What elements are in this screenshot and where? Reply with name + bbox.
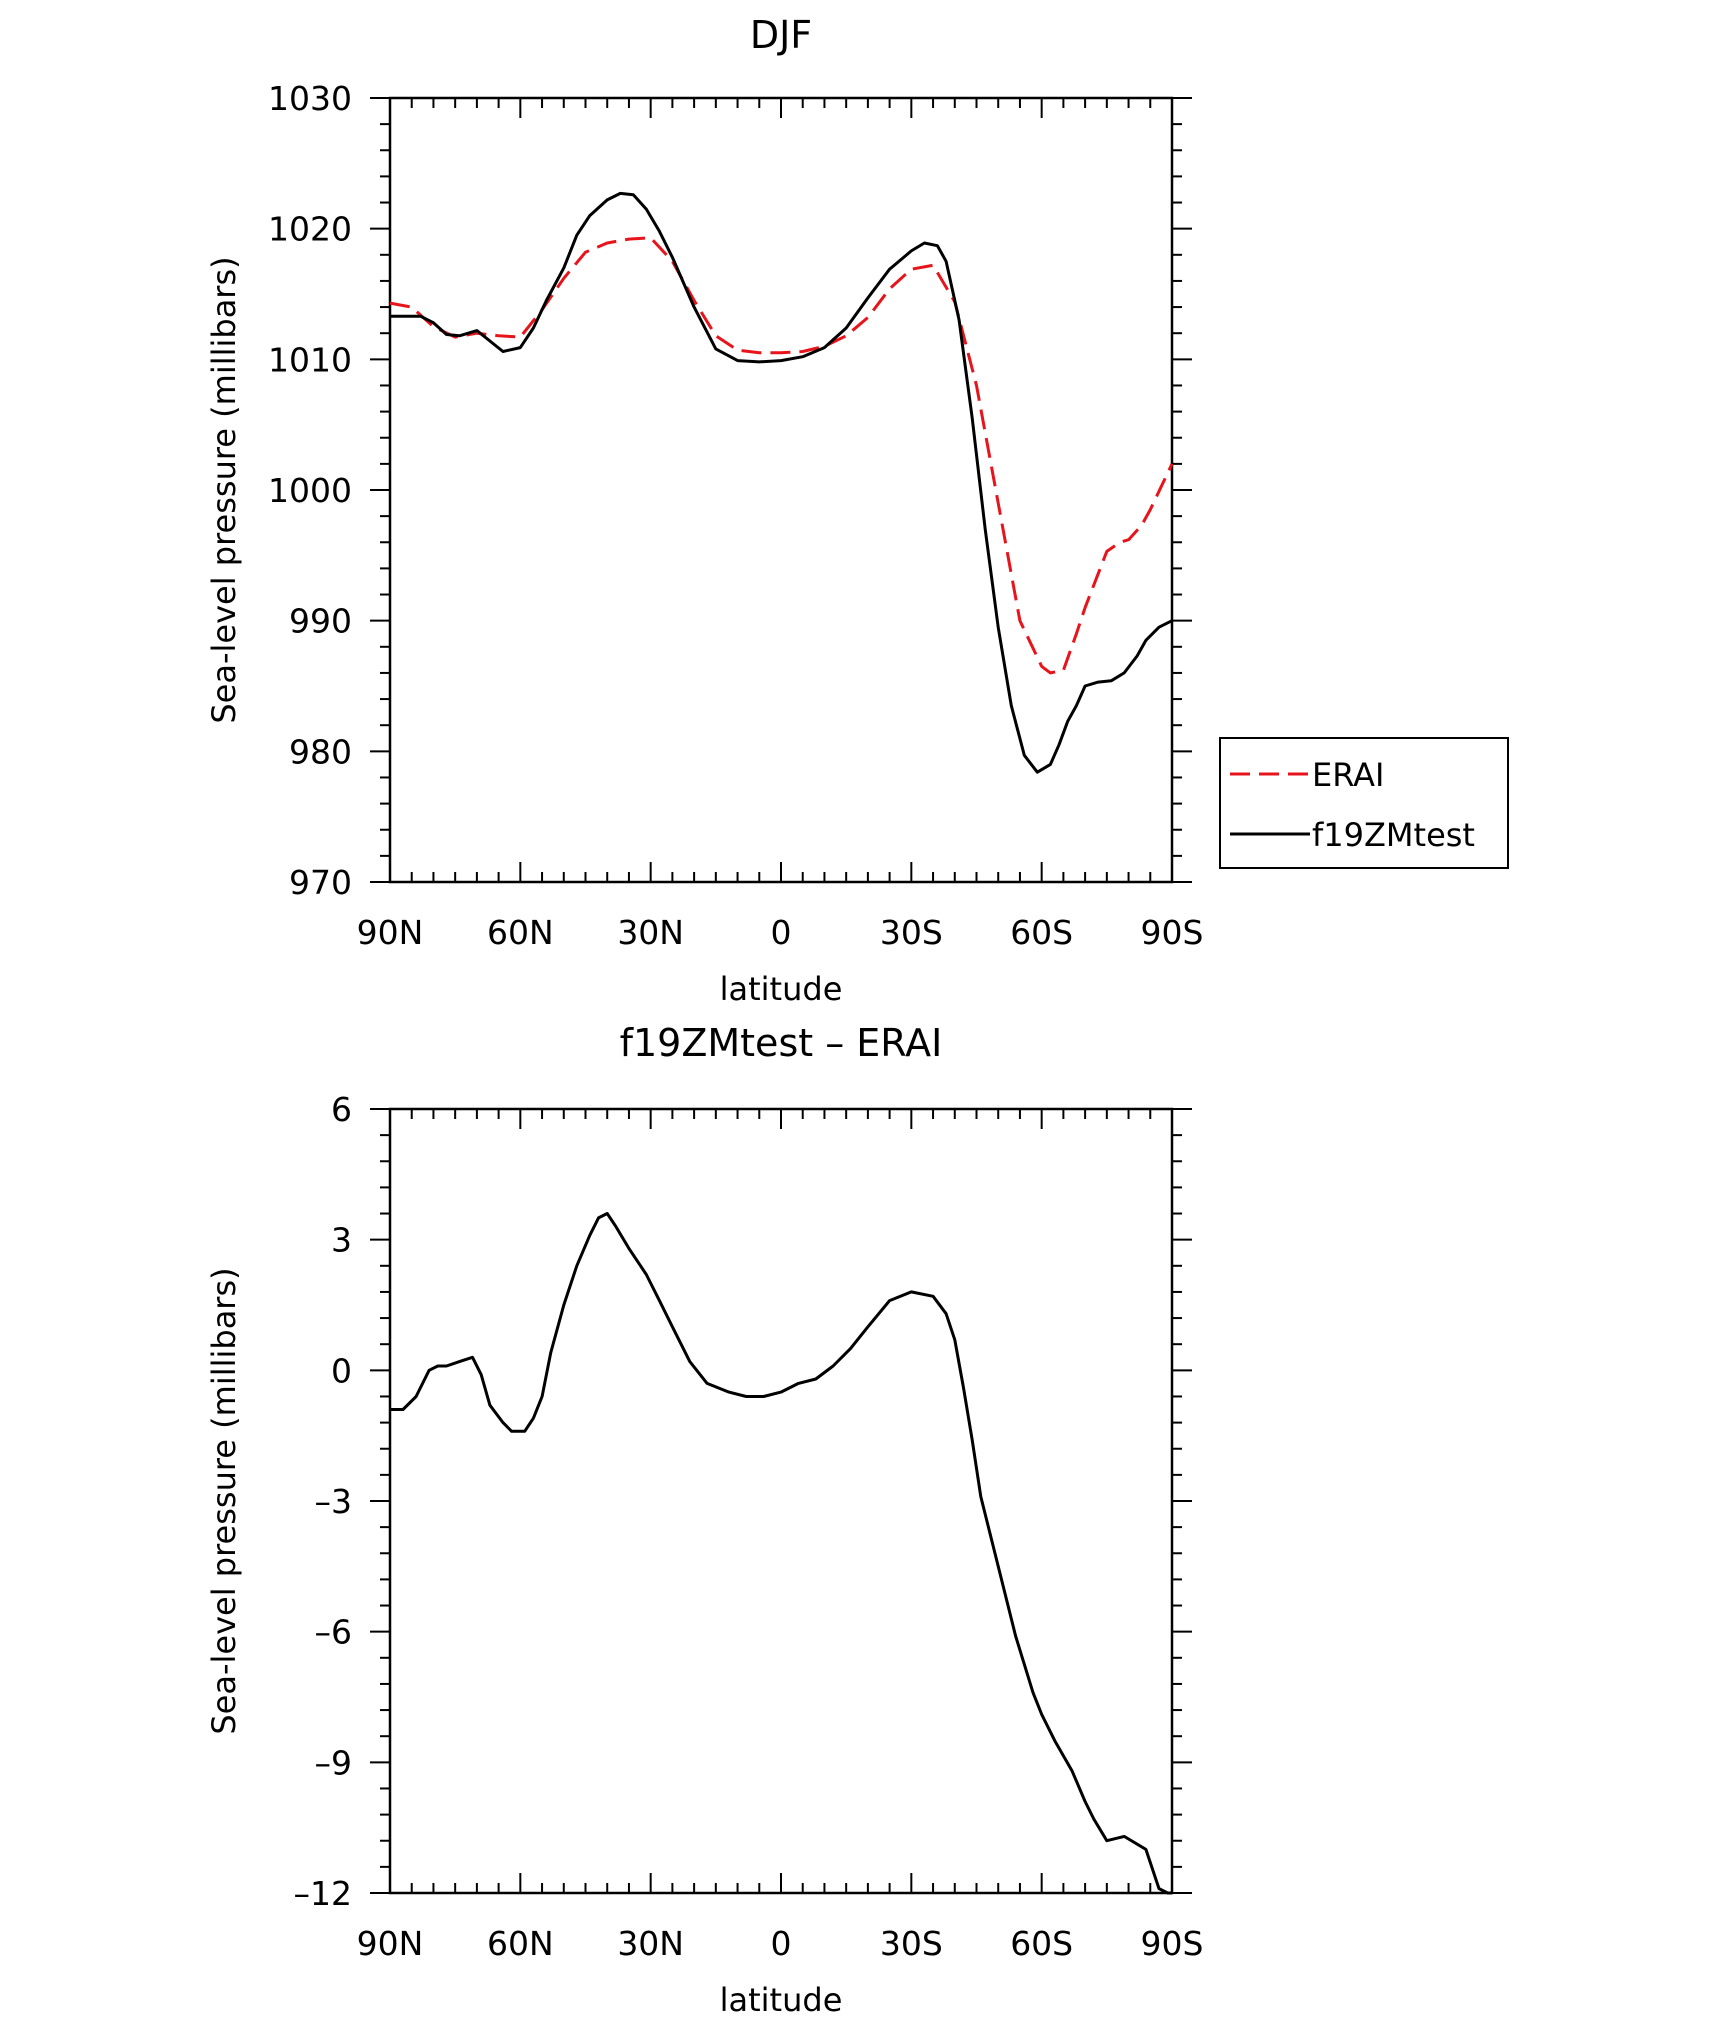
x-tick-label: 30S: [880, 913, 943, 952]
plot-frame: [388, 1107, 1174, 1895]
x-tick-label: 90S: [1141, 1924, 1204, 1963]
y-tick-label: 3: [331, 1221, 352, 1260]
x-tick-label: 90N: [357, 1924, 424, 1963]
legend-label: ERAI: [1312, 756, 1384, 794]
plot-frame: [388, 96, 1174, 884]
chart-panel-2: f19ZMtest – ERAI 90N 60N 30N 0 30S 60S 90S 6 3 0 –3…: [205, 1021, 1203, 2019]
y-tick-label: 6: [331, 1090, 352, 1129]
x-tick-label: 0: [771, 1924, 792, 1963]
x-tick-label: 30S: [880, 1924, 943, 1963]
chart-title: DJF: [750, 13, 812, 57]
y-tick-label: 1030: [268, 79, 352, 118]
series-line-erai: [389, 236, 1174, 675]
legend-label: f19ZMtest: [1312, 816, 1475, 854]
x-tick-label: 90N: [357, 913, 424, 952]
x-tick-label: 60S: [1010, 913, 1073, 952]
x-tick-label: 60N: [487, 1924, 554, 1963]
x-tick-label: 90S: [1141, 913, 1204, 952]
chart-panel-1: DJF 90N 60N 30N 0 30S 60S 90S 1030 1020 1010 1000 99…: [205, 13, 1509, 1008]
y-tick-label: –3: [315, 1482, 353, 1521]
x-axis-label: latitude: [720, 1981, 843, 2019]
y-tick-label: –6: [315, 1613, 353, 1652]
y-tick-label: –12: [294, 1874, 353, 1913]
y-tick-label: 1010: [268, 340, 352, 379]
x-tick-label: 60S: [1010, 1924, 1073, 1963]
x-tick-label: 0: [771, 913, 792, 952]
y-axis-label: Sea-level pressure (millibars): [205, 256, 243, 723]
y-tick-label: 980: [289, 732, 352, 771]
y-tick-label: 0: [331, 1351, 352, 1390]
y-tick-label: 990: [289, 602, 352, 641]
y-tick-label: –9: [315, 1743, 353, 1782]
chart-title: f19ZMtest – ERAI: [620, 1021, 943, 1065]
y-tick-label: 1020: [268, 210, 352, 249]
x-tick-label: 30N: [617, 1924, 684, 1963]
legend: ERAI f19ZMtest: [1219, 737, 1509, 869]
series-line-f19zmtest: [390, 191, 1173, 774]
x-tick-label: 60N: [487, 913, 554, 952]
x-tick-label: 30N: [617, 913, 684, 952]
y-axis-label: Sea-level pressure (millibars): [205, 1267, 243, 1734]
y-tick-label: 970: [289, 863, 352, 902]
y-tick-label: 1000: [268, 471, 352, 510]
legend-box: [1219, 737, 1509, 869]
x-axis-label: latitude: [720, 970, 843, 1008]
series-line-difference: [390, 1212, 1172, 1895]
